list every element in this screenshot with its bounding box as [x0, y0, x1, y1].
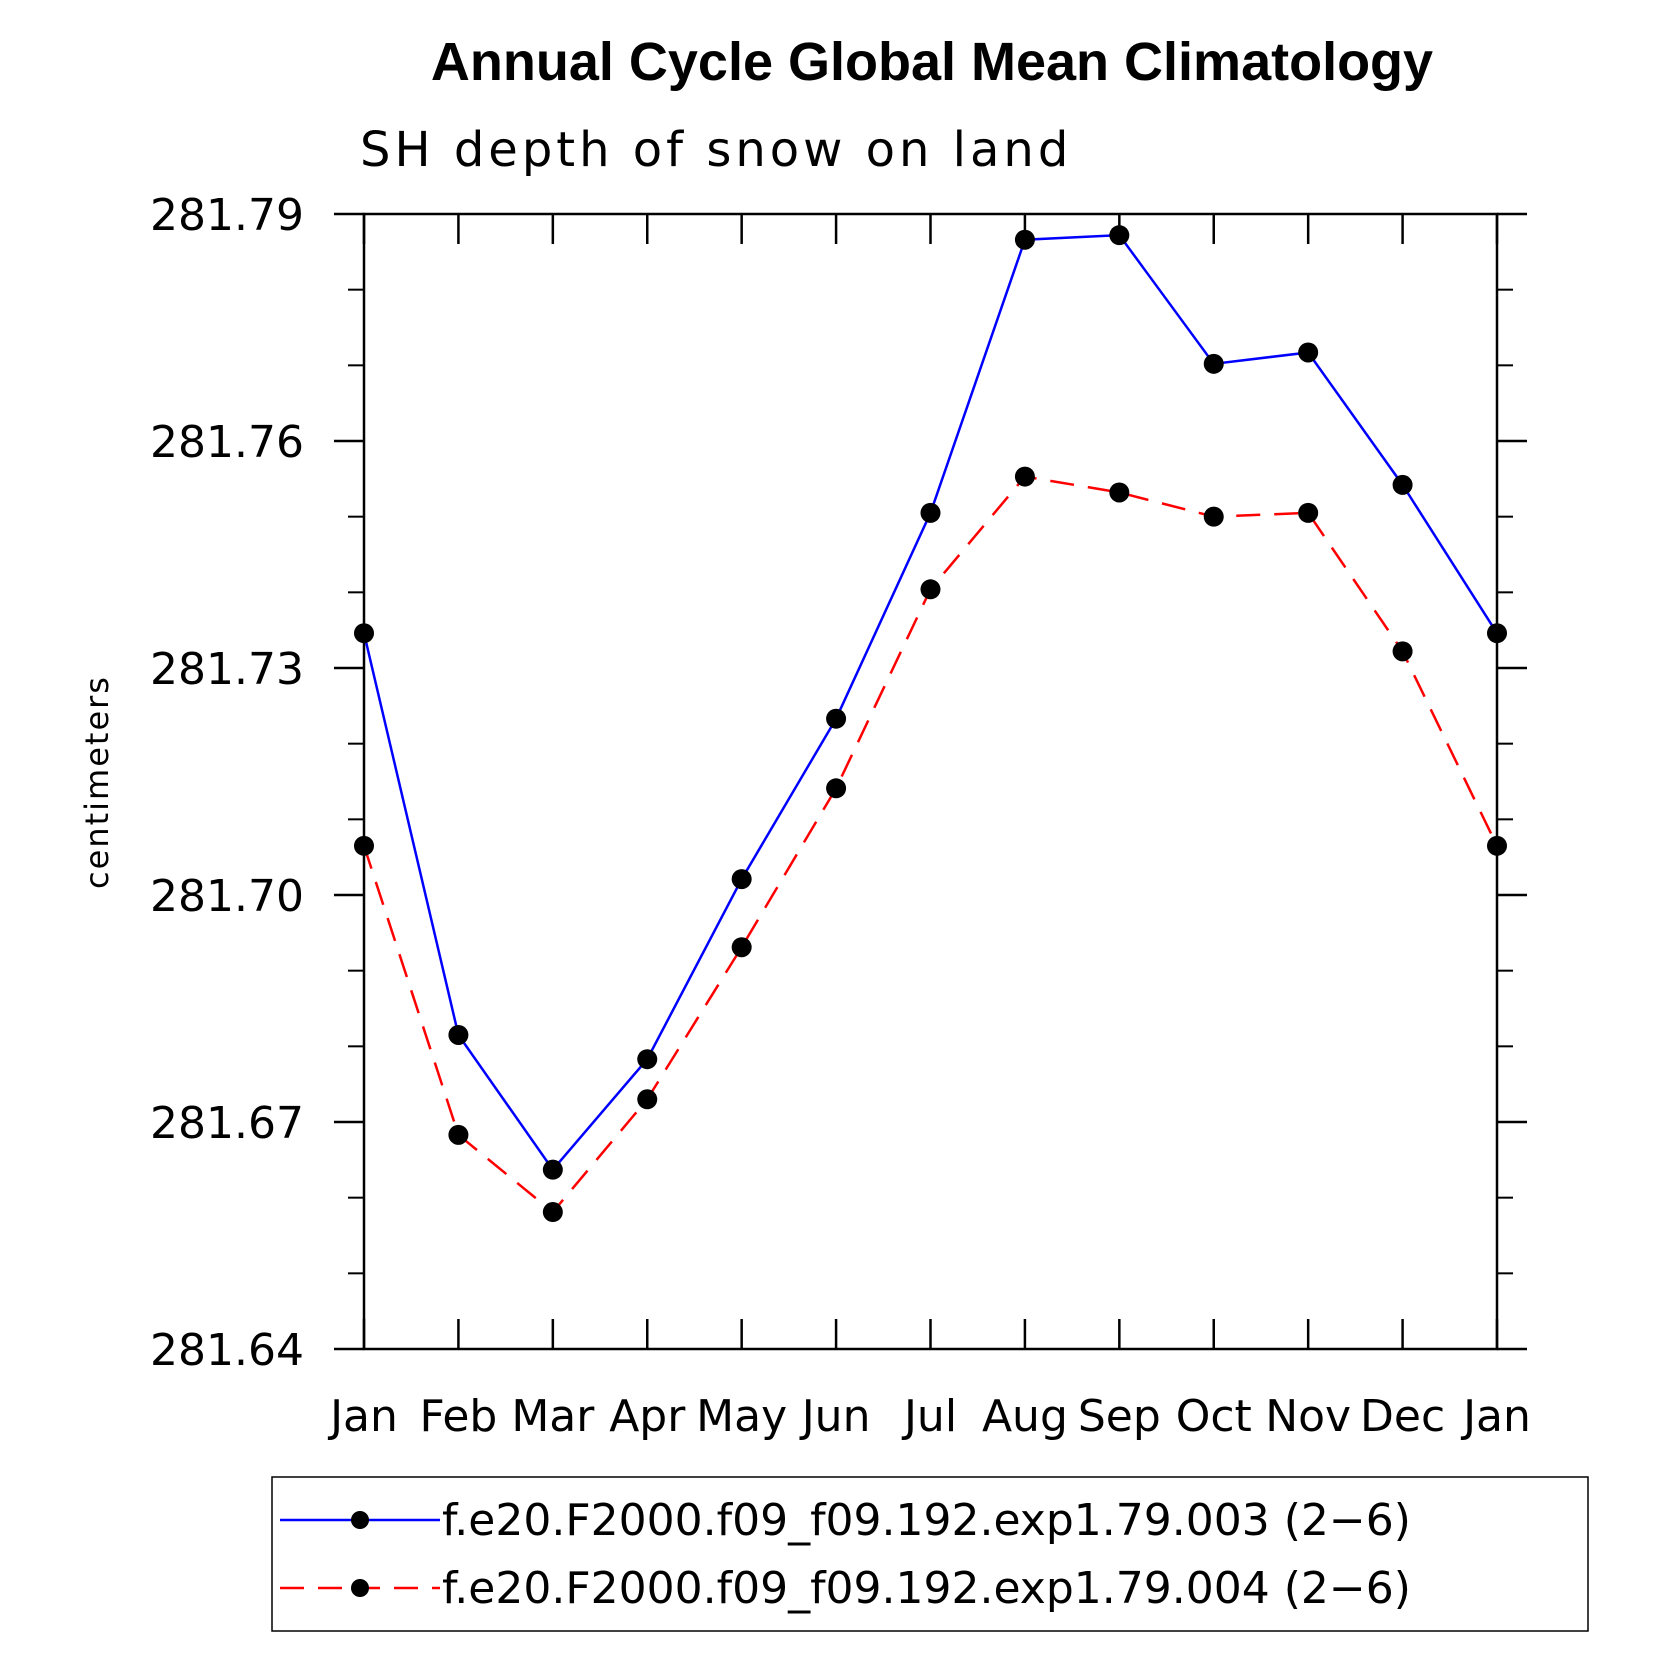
- series-layer: [354, 225, 1507, 1223]
- series-2-point: [1014, 466, 1035, 487]
- x-tick-label: Jun: [799, 1391, 871, 1442]
- series-1-point: [1392, 474, 1413, 495]
- x-tick-label: Aug: [982, 1391, 1068, 1442]
- legend-label-series-1: f.e20.F2000.f09_f09.192.exp1.79.003 (2−6…: [442, 1495, 1411, 1546]
- legend-marker-series-1: [351, 1511, 369, 1529]
- legend-marker-series-2: [351, 1579, 369, 1597]
- legend-label-series-2: f.e20.F2000.f09_f09.192.exp1.79.004 (2−6…: [442, 1563, 1411, 1614]
- plot-frame: [362, 212, 1499, 1351]
- x-tick-label: Jul: [901, 1391, 957, 1442]
- series-2-point: [731, 937, 752, 958]
- series-1-point: [354, 623, 374, 644]
- series-1-point: [542, 1159, 563, 1180]
- y-tick-label: 281.76: [150, 417, 304, 468]
- series-2-point: [1298, 502, 1319, 523]
- chart-title: Annual Cycle Global Mean Climatology: [431, 32, 1433, 92]
- x-tick-label: Sep: [1078, 1391, 1161, 1442]
- series-1-point: [920, 502, 941, 523]
- series-1-point: [637, 1049, 658, 1070]
- series-line-1: [362, 233, 1499, 1172]
- x-tick-label: Jan: [1460, 1391, 1531, 1442]
- series-1-point: [1014, 229, 1035, 250]
- x-tick-label: Feb: [419, 1391, 497, 1442]
- series-2-point: [637, 1089, 658, 1110]
- x-tick-label: Oct: [1176, 1391, 1252, 1442]
- y-tick-label: 281.79: [150, 190, 304, 241]
- axis-layer: Jan Feb Mar Apr May Jun Jul Aug Sep Oct Nov Dec Jan 2…: [150, 190, 1531, 1442]
- series-1-point: [448, 1024, 469, 1045]
- y-tick-label: 281.70: [150, 871, 304, 922]
- series-1-point: [826, 708, 847, 729]
- y-tick-label: 281.67: [150, 1098, 304, 1149]
- series-2-point: [448, 1124, 469, 1145]
- series-2-point: [826, 778, 847, 799]
- series-1-point: [1298, 342, 1319, 363]
- y-tick-label: 281.64: [150, 1325, 304, 1376]
- series-1-point: [1487, 623, 1507, 644]
- series-2-point: [920, 579, 941, 600]
- series-1-point: [731, 869, 752, 890]
- series-1-point: [1203, 353, 1224, 374]
- series-2-point: [1487, 835, 1507, 856]
- series-2-point: [542, 1202, 563, 1223]
- series-2-point: [1109, 482, 1130, 503]
- series-1-point: [1109, 225, 1130, 246]
- series-2-point: [354, 835, 374, 856]
- x-tick-label: Nov: [1265, 1391, 1351, 1442]
- y-tick-label: 281.73: [150, 644, 304, 695]
- x-tick-label: May: [696, 1391, 787, 1442]
- y-axis-label: centimeters: [78, 675, 116, 889]
- x-tick-label: Mar: [511, 1391, 595, 1442]
- x-tick-label: Apr: [609, 1391, 686, 1442]
- x-tick-label: Jan: [327, 1391, 398, 1442]
- series-2-point: [1392, 641, 1413, 662]
- x-tick-label: Dec: [1360, 1391, 1445, 1442]
- series-2-point: [1203, 506, 1224, 527]
- chart-subtitle: SH depth of snow on land: [360, 122, 1072, 178]
- legend-box: [271, 1476, 1589, 1632]
